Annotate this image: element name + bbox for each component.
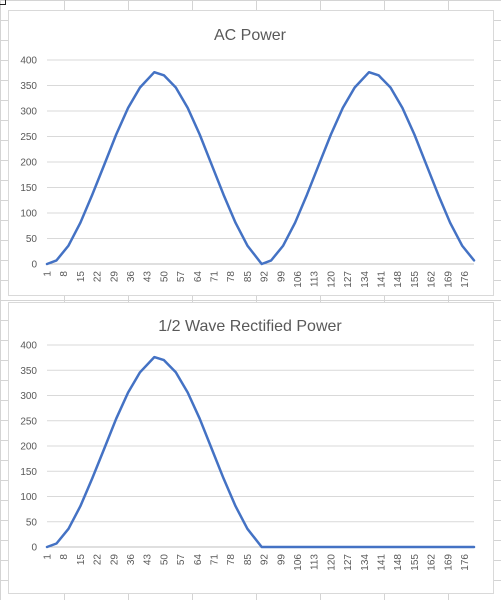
chart-title: AC Power <box>214 27 287 44</box>
x-tick-label: 134 <box>360 271 371 288</box>
x-tick-label: 1 <box>43 271 54 277</box>
x-tick-label: 176 <box>460 554 471 571</box>
x-tick-label: 8 <box>59 554 70 560</box>
x-tick-label: 162 <box>427 554 438 571</box>
cell-corner-marker <box>0 0 6 5</box>
y-tick-label: 250 <box>20 416 37 427</box>
x-tick-label: 78 <box>226 554 237 566</box>
x-tick-label: 134 <box>360 554 371 571</box>
x-tick-label: 8 <box>59 271 70 277</box>
y-tick-label: 350 <box>20 81 37 92</box>
x-tick-label: 50 <box>159 554 170 566</box>
x-tick-label: 71 <box>209 554 220 566</box>
y-tick-label: 400 <box>20 56 37 67</box>
ac-power-chart[interactable]: AC Power 0 50 100 150 200 250 300 350 400 1 8 15 22… <box>8 10 494 296</box>
x-tick-label: 29 <box>109 554 120 566</box>
x-axis-tick-labels: 1 8 15 22 29 36 43 50 57 64 71 78 85 92 99 106 113 120 127… <box>43 554 471 571</box>
x-tick-label: 36 <box>126 554 137 566</box>
x-tick-label: 169 <box>443 271 454 288</box>
y-tick-label: 0 <box>31 260 37 271</box>
series-line <box>45 70 476 266</box>
x-tick-label: 71 <box>209 271 220 283</box>
y-tick-label: 100 <box>20 492 37 503</box>
y-tick-label: 0 <box>31 543 37 554</box>
x-tick-label: 50 <box>159 271 170 283</box>
x-tick-label: 113 <box>310 554 321 570</box>
y-axis-tick-labels: 0 50 100 150 200 250 300 350 400 <box>20 341 37 554</box>
x-tick-label: 120 <box>326 554 337 571</box>
x-tick-label: 57 <box>176 271 187 283</box>
x-tick-label: 155 <box>410 271 421 288</box>
x-tick-label: 64 <box>193 554 204 566</box>
x-tick-label: 22 <box>93 271 104 283</box>
y-tick-label: 150 <box>20 183 37 194</box>
x-tick-label: 141 <box>376 554 387 571</box>
y-tick-label: 350 <box>20 366 37 377</box>
series-line-0 <box>45 355 476 549</box>
x-tick-label: 99 <box>276 271 287 283</box>
x-tick-label: 1 <box>43 554 54 560</box>
x-tick-label: 85 <box>243 271 254 283</box>
x-tick-label: 92 <box>260 271 271 283</box>
x-tick-label: 57 <box>176 554 187 566</box>
y-axis-tick-labels: 0 50 100 150 200 250 300 350 400 <box>20 56 37 271</box>
x-tick-label: 99 <box>276 554 287 566</box>
half-wave-rectified-power-chart[interactable]: 1/2 Wave Rectified Power 0 50 100 150 200 250… <box>8 302 494 594</box>
y-tick-label: 150 <box>20 467 37 478</box>
x-tick-label: 43 <box>143 554 154 566</box>
x-tick-label: 64 <box>193 271 204 283</box>
x-tick-label: 29 <box>109 271 120 283</box>
x-tick-label: 106 <box>293 554 304 571</box>
y-tick-label: 300 <box>20 391 37 402</box>
y-tick-label: 50 <box>26 234 38 245</box>
x-tick-label: 120 <box>326 271 337 288</box>
horizontal-gridlines <box>47 344 474 548</box>
x-tick-label: 85 <box>243 554 254 566</box>
x-tick-label: 148 <box>393 554 404 571</box>
horizontal-gridlines <box>47 59 474 265</box>
half-wave-chart-svg: 1/2 Wave Rectified Power 050100150200250… <box>20 318 476 571</box>
x-tick-label: 141 <box>376 271 387 288</box>
x-axis-tick-labels: 1 8 15 22 29 36 43 50 57 64 71 78 85 92 99 106 113 120 127… <box>43 271 471 288</box>
x-tick-label: 169 <box>443 554 454 571</box>
x-tick-label: 155 <box>410 554 421 571</box>
x-tick-label: 106 <box>293 271 304 288</box>
y-tick-label: 100 <box>20 209 37 220</box>
series-line-0 <box>45 70 476 266</box>
x-tick-label: 148 <box>393 271 404 288</box>
x-tick-label: 15 <box>76 271 87 283</box>
series-line <box>45 355 476 549</box>
x-tick-label: 127 <box>343 271 354 288</box>
y-tick-label: 200 <box>20 442 37 453</box>
x-tick-label: 43 <box>143 271 154 283</box>
y-tick-label: 50 <box>26 517 38 528</box>
y-tick-label: 200 <box>20 158 37 169</box>
x-tick-label: 22 <box>93 554 104 566</box>
y-tick-label: 300 <box>20 107 37 118</box>
x-tick-label: 92 <box>260 554 271 566</box>
x-tick-label: 78 <box>226 271 237 283</box>
x-tick-label: 176 <box>460 271 471 288</box>
y-tick-label: 400 <box>20 341 37 352</box>
x-tick-label: 113 <box>310 271 321 287</box>
x-tick-label: 15 <box>76 554 87 566</box>
ac-power-chart-svg: AC Power 0 50 100 150 200 250 300 350 400 1 8 15 22… <box>20 27 476 288</box>
y-tick-label: 250 <box>20 132 37 143</box>
chart-title: 1/2 Wave Rectified Power <box>158 318 342 335</box>
x-tick-label: 162 <box>427 271 438 288</box>
x-tick-label: 36 <box>126 271 137 283</box>
x-tick-label: 127 <box>343 554 354 571</box>
